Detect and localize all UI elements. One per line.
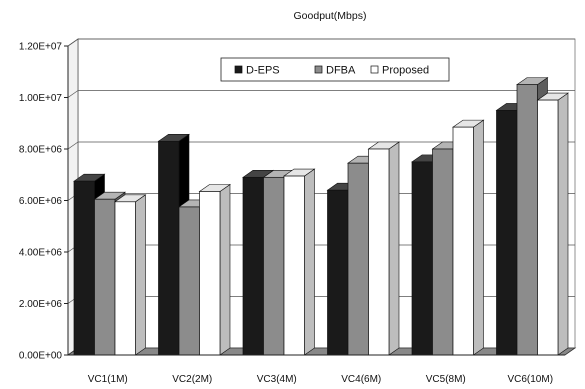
bar-front bbox=[411, 161, 433, 356]
legend-box bbox=[220, 57, 450, 82]
bar-front bbox=[242, 176, 264, 356]
bar-front bbox=[158, 140, 180, 356]
bar-front bbox=[496, 110, 518, 356]
y-tick-label: 8.00E+06 bbox=[19, 145, 63, 156]
x-tick-label: VC2(2M) bbox=[172, 374, 212, 385]
bar-front bbox=[199, 191, 221, 356]
x-axis: VC1(1M) VC2(2M) VC3(4M) VC4(6M) VC5(8M) VC6(1… bbox=[68, 354, 565, 385]
bar-front bbox=[537, 99, 559, 356]
x-tick-label: VC1(1M) bbox=[88, 374, 128, 385]
bar-proposed-2 bbox=[198, 183, 231, 356]
legend-swatch bbox=[314, 65, 323, 74]
bar-front bbox=[73, 180, 95, 356]
bar-front bbox=[347, 162, 369, 356]
bar-front bbox=[516, 84, 538, 356]
bar-side bbox=[135, 194, 146, 356]
bar-front bbox=[114, 201, 136, 356]
legend: D-EPS DFBA Proposed bbox=[220, 57, 450, 82]
bar-side bbox=[473, 119, 484, 356]
legend-item-proposed: Proposed bbox=[370, 65, 429, 77]
legend-swatch bbox=[234, 65, 243, 74]
bar-side bbox=[219, 183, 231, 356]
bar-proposed-4 bbox=[367, 141, 400, 356]
bar-proposed-6 bbox=[536, 92, 569, 356]
bar-front bbox=[452, 126, 474, 356]
y-tick-label: 1.20E+07 bbox=[19, 42, 63, 53]
bar-side bbox=[304, 168, 315, 356]
bar-proposed-5 bbox=[452, 119, 485, 356]
gridline-side bbox=[67, 141, 79, 150]
y-axis: 0.00E+00 2.00E+06 4.00E+06 6.00E+06 8.00E+06… bbox=[19, 42, 69, 362]
y-tick-label: 1.00E+07 bbox=[19, 93, 63, 104]
bar-front bbox=[327, 189, 349, 356]
bar-front bbox=[368, 148, 390, 356]
bar-front bbox=[263, 176, 285, 356]
legend-swatch bbox=[370, 65, 379, 74]
x-tick-label: VC3(4M) bbox=[257, 374, 297, 385]
x-tick-label: VC5(8M) bbox=[426, 374, 466, 385]
bar-proposed-1 bbox=[114, 194, 147, 356]
bar-front bbox=[432, 148, 454, 356]
x-tick-label: VC6(10M) bbox=[507, 374, 553, 385]
bar-front bbox=[178, 206, 200, 356]
gridline-side bbox=[67, 90, 79, 98]
legend-label: Proposed bbox=[382, 65, 429, 77]
gridline-side bbox=[67, 38, 79, 47]
bar-proposed-3 bbox=[283, 168, 316, 356]
legend-item-dfba: DFBA bbox=[314, 65, 356, 77]
y-tick-label: 2.00E+06 bbox=[19, 299, 63, 310]
legend-label: DFBA bbox=[326, 65, 356, 77]
y-tick-label: 6.00E+06 bbox=[19, 196, 63, 207]
y-tick-label: 4.00E+06 bbox=[19, 248, 63, 259]
legend-label: D-EPS bbox=[246, 65, 280, 77]
bar-side bbox=[557, 92, 569, 356]
bar-front bbox=[283, 175, 305, 356]
x-tick-label: VC4(6M) bbox=[341, 374, 381, 385]
bar-front bbox=[94, 198, 116, 356]
bar-side bbox=[388, 141, 400, 356]
y-tick-label: 0.00E+00 bbox=[19, 351, 63, 362]
chart-title: Goodput(Mbps) bbox=[294, 10, 367, 22]
legend-item-d-eps: D-EPS bbox=[234, 65, 280, 77]
